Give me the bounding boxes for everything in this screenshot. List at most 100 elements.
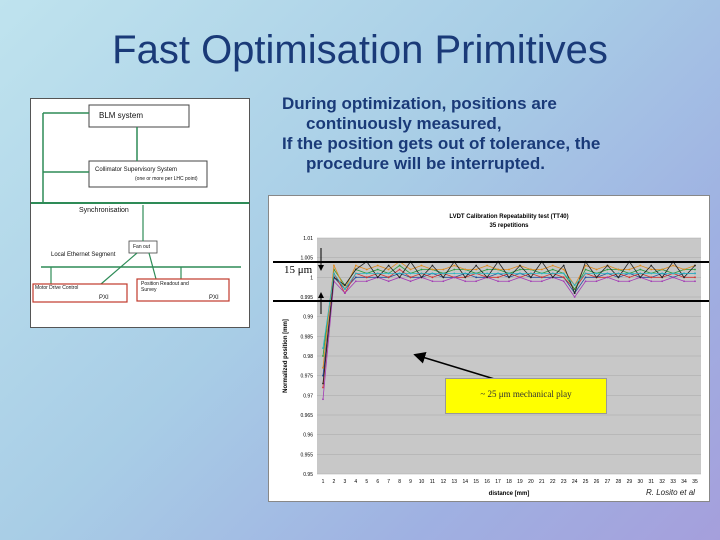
- x-tick-label: 32: [659, 479, 665, 485]
- x-tick-label: 1: [322, 479, 325, 485]
- data-point: [322, 398, 324, 401]
- collimator-label: Collimator Supervisory System: [95, 167, 178, 173]
- desc-line-4: procedure will be interrupted.: [306, 154, 545, 173]
- pxi-label-1: PXI: [99, 295, 109, 301]
- x-tick-label: 20: [528, 479, 534, 485]
- chart-svg: 1.01 1.005 1 0.995 0.99 0.985 0.98 0.975 0.97 0.9…: [273, 214, 709, 497]
- data-point: [573, 296, 576, 298]
- data-point: [376, 268, 379, 271]
- data-point: [387, 268, 390, 271]
- repeatability-chart: 1.01 1.005 1 0.995 0.99 0.985 0.98 0.975 0.97 0.9…: [268, 195, 710, 502]
- data-point: [453, 264, 456, 267]
- data-point: [617, 268, 620, 271]
- data-point: [354, 280, 357, 283]
- data-point: [387, 272, 390, 275]
- y-tick-label: 1: [310, 275, 313, 281]
- data-point: [551, 272, 554, 275]
- data-point: [661, 276, 664, 279]
- x-tick-label: 5: [365, 479, 368, 485]
- diagram-lines: [31, 104, 249, 303]
- data-point: [365, 280, 368, 283]
- data-point: [551, 264, 554, 267]
- data-point: [694, 272, 696, 275]
- x-tick-label: 31: [648, 479, 654, 485]
- y-tick-label: 0.96: [303, 433, 313, 439]
- data-point: [595, 280, 598, 283]
- x-tick-label: 24: [572, 479, 578, 485]
- chart-xlabel: distance [mm]: [489, 491, 530, 497]
- data-point: [354, 268, 357, 271]
- data-point: [694, 280, 696, 283]
- data-point: [442, 276, 445, 279]
- data-point: [486, 276, 489, 279]
- data-point: [475, 268, 478, 271]
- x-tick-label: 11: [430, 479, 435, 485]
- data-point: [584, 272, 587, 275]
- data-point: [431, 272, 434, 275]
- data-point: [486, 272, 489, 275]
- data-point: [497, 272, 499, 275]
- x-tick-label: 9: [409, 479, 412, 485]
- motor-label: Motor Drive Control: [35, 285, 79, 291]
- data-point: [650, 268, 653, 271]
- data-point: [661, 268, 664, 271]
- y-tick-label: 0.95: [303, 472, 313, 478]
- data-point: [650, 280, 653, 283]
- data-point: [562, 268, 565, 271]
- data-point: [584, 268, 587, 271]
- data-point: [606, 276, 609, 279]
- data-point: [420, 272, 423, 275]
- data-point: [343, 288, 346, 291]
- data-point: [606, 268, 609, 271]
- x-tick-label: 7: [387, 479, 390, 485]
- x-tick-label: 3: [343, 479, 346, 485]
- x-tick-label: 13: [452, 479, 458, 485]
- data-point: [551, 268, 554, 271]
- data-point: [322, 382, 324, 385]
- x-tick-label: 35: [692, 479, 698, 485]
- data-point: [354, 276, 357, 279]
- data-point: [617, 276, 620, 279]
- data-point: [683, 280, 685, 283]
- data-point: [540, 272, 543, 275]
- chart-series: [322, 260, 696, 401]
- data-point: [453, 276, 456, 279]
- data-point: [562, 280, 565, 283]
- data-point: [672, 276, 675, 279]
- data-point: [617, 272, 620, 275]
- data-point: [519, 272, 521, 275]
- data-point: [617, 280, 620, 283]
- data-point: [376, 272, 379, 275]
- motor-box: [32, 283, 128, 303]
- data-point: [497, 268, 499, 271]
- data-point: [628, 272, 631, 275]
- data-point: [365, 276, 368, 279]
- x-tick-label: 26: [594, 479, 600, 485]
- blm-label: BLM system: [99, 111, 144, 120]
- data-point: [464, 272, 467, 275]
- x-tick-label: 28: [616, 479, 622, 485]
- data-point: [508, 276, 510, 279]
- fanout-label: Fan out: [133, 244, 150, 250]
- data-point: [420, 276, 423, 279]
- data-point: [573, 288, 576, 291]
- data-point: [387, 280, 390, 283]
- data-point: [409, 268, 412, 271]
- data-point: [595, 268, 598, 271]
- data-point: [540, 268, 543, 271]
- data-point: [540, 276, 543, 279]
- data-point: [475, 264, 478, 267]
- data-point: [442, 272, 445, 275]
- data-point: [672, 272, 675, 275]
- x-tick-label: 33: [670, 479, 676, 485]
- data-point: [573, 284, 576, 287]
- data-point: [508, 280, 510, 283]
- data-point: [519, 276, 521, 279]
- data-point: [398, 272, 401, 275]
- data-point: [639, 264, 642, 267]
- data-point: [562, 264, 565, 267]
- data-point: [376, 276, 379, 279]
- x-tick-label: 30: [638, 479, 644, 485]
- data-point: [639, 276, 642, 279]
- data-point: [628, 268, 631, 271]
